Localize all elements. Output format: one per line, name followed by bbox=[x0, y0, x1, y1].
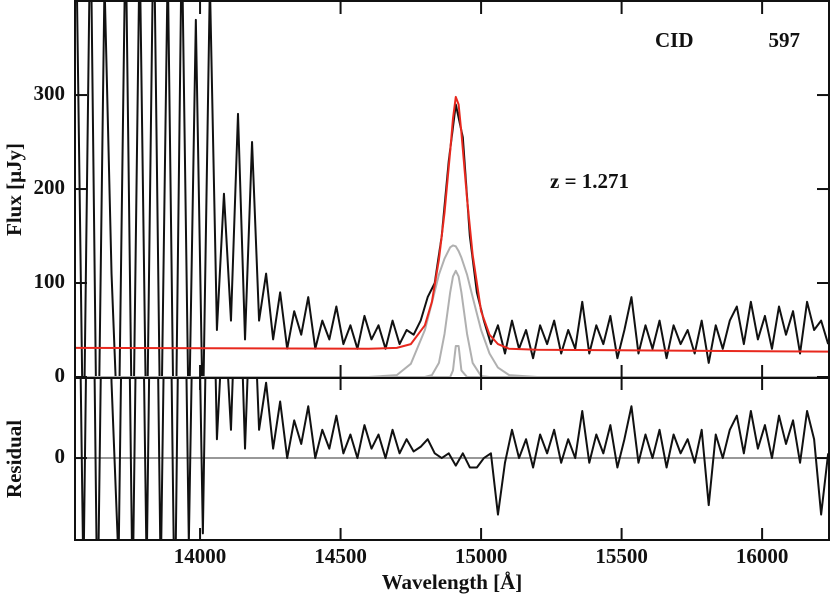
series-group bbox=[75, 2, 829, 377]
data-line bbox=[75, 269, 829, 377]
y-axis-label: Flux [μJy] bbox=[2, 143, 26, 236]
x-tick-label: 15000 bbox=[455, 544, 508, 568]
series-group bbox=[79, 378, 829, 540]
x-tick-label: 15500 bbox=[595, 544, 648, 568]
data-line bbox=[75, 244, 829, 377]
y-tick-label: 200 bbox=[34, 175, 66, 199]
plot-frame bbox=[74, 0, 830, 541]
data-line bbox=[79, 378, 829, 540]
x-tick-label: 14000 bbox=[174, 544, 227, 568]
y-axis-label: Residual bbox=[2, 420, 26, 498]
data-line bbox=[75, 95, 829, 353]
data-line bbox=[75, 344, 829, 377]
annotation: z = 1.271 bbox=[550, 169, 629, 193]
y-tick-label: 0 bbox=[55, 444, 66, 468]
x-axis-label: Wavelength [Å] bbox=[382, 570, 523, 594]
x-tick-label: 14500 bbox=[314, 544, 367, 568]
y-tick-label: 0 bbox=[55, 363, 66, 387]
x-tick-label: 16000 bbox=[736, 544, 789, 568]
annotation: 597 bbox=[769, 28, 801, 52]
y-tick-label: 300 bbox=[34, 81, 66, 105]
annotation: CID bbox=[655, 28, 694, 52]
y-tick-label: 100 bbox=[34, 269, 66, 293]
plot-layer bbox=[75, 2, 829, 540]
